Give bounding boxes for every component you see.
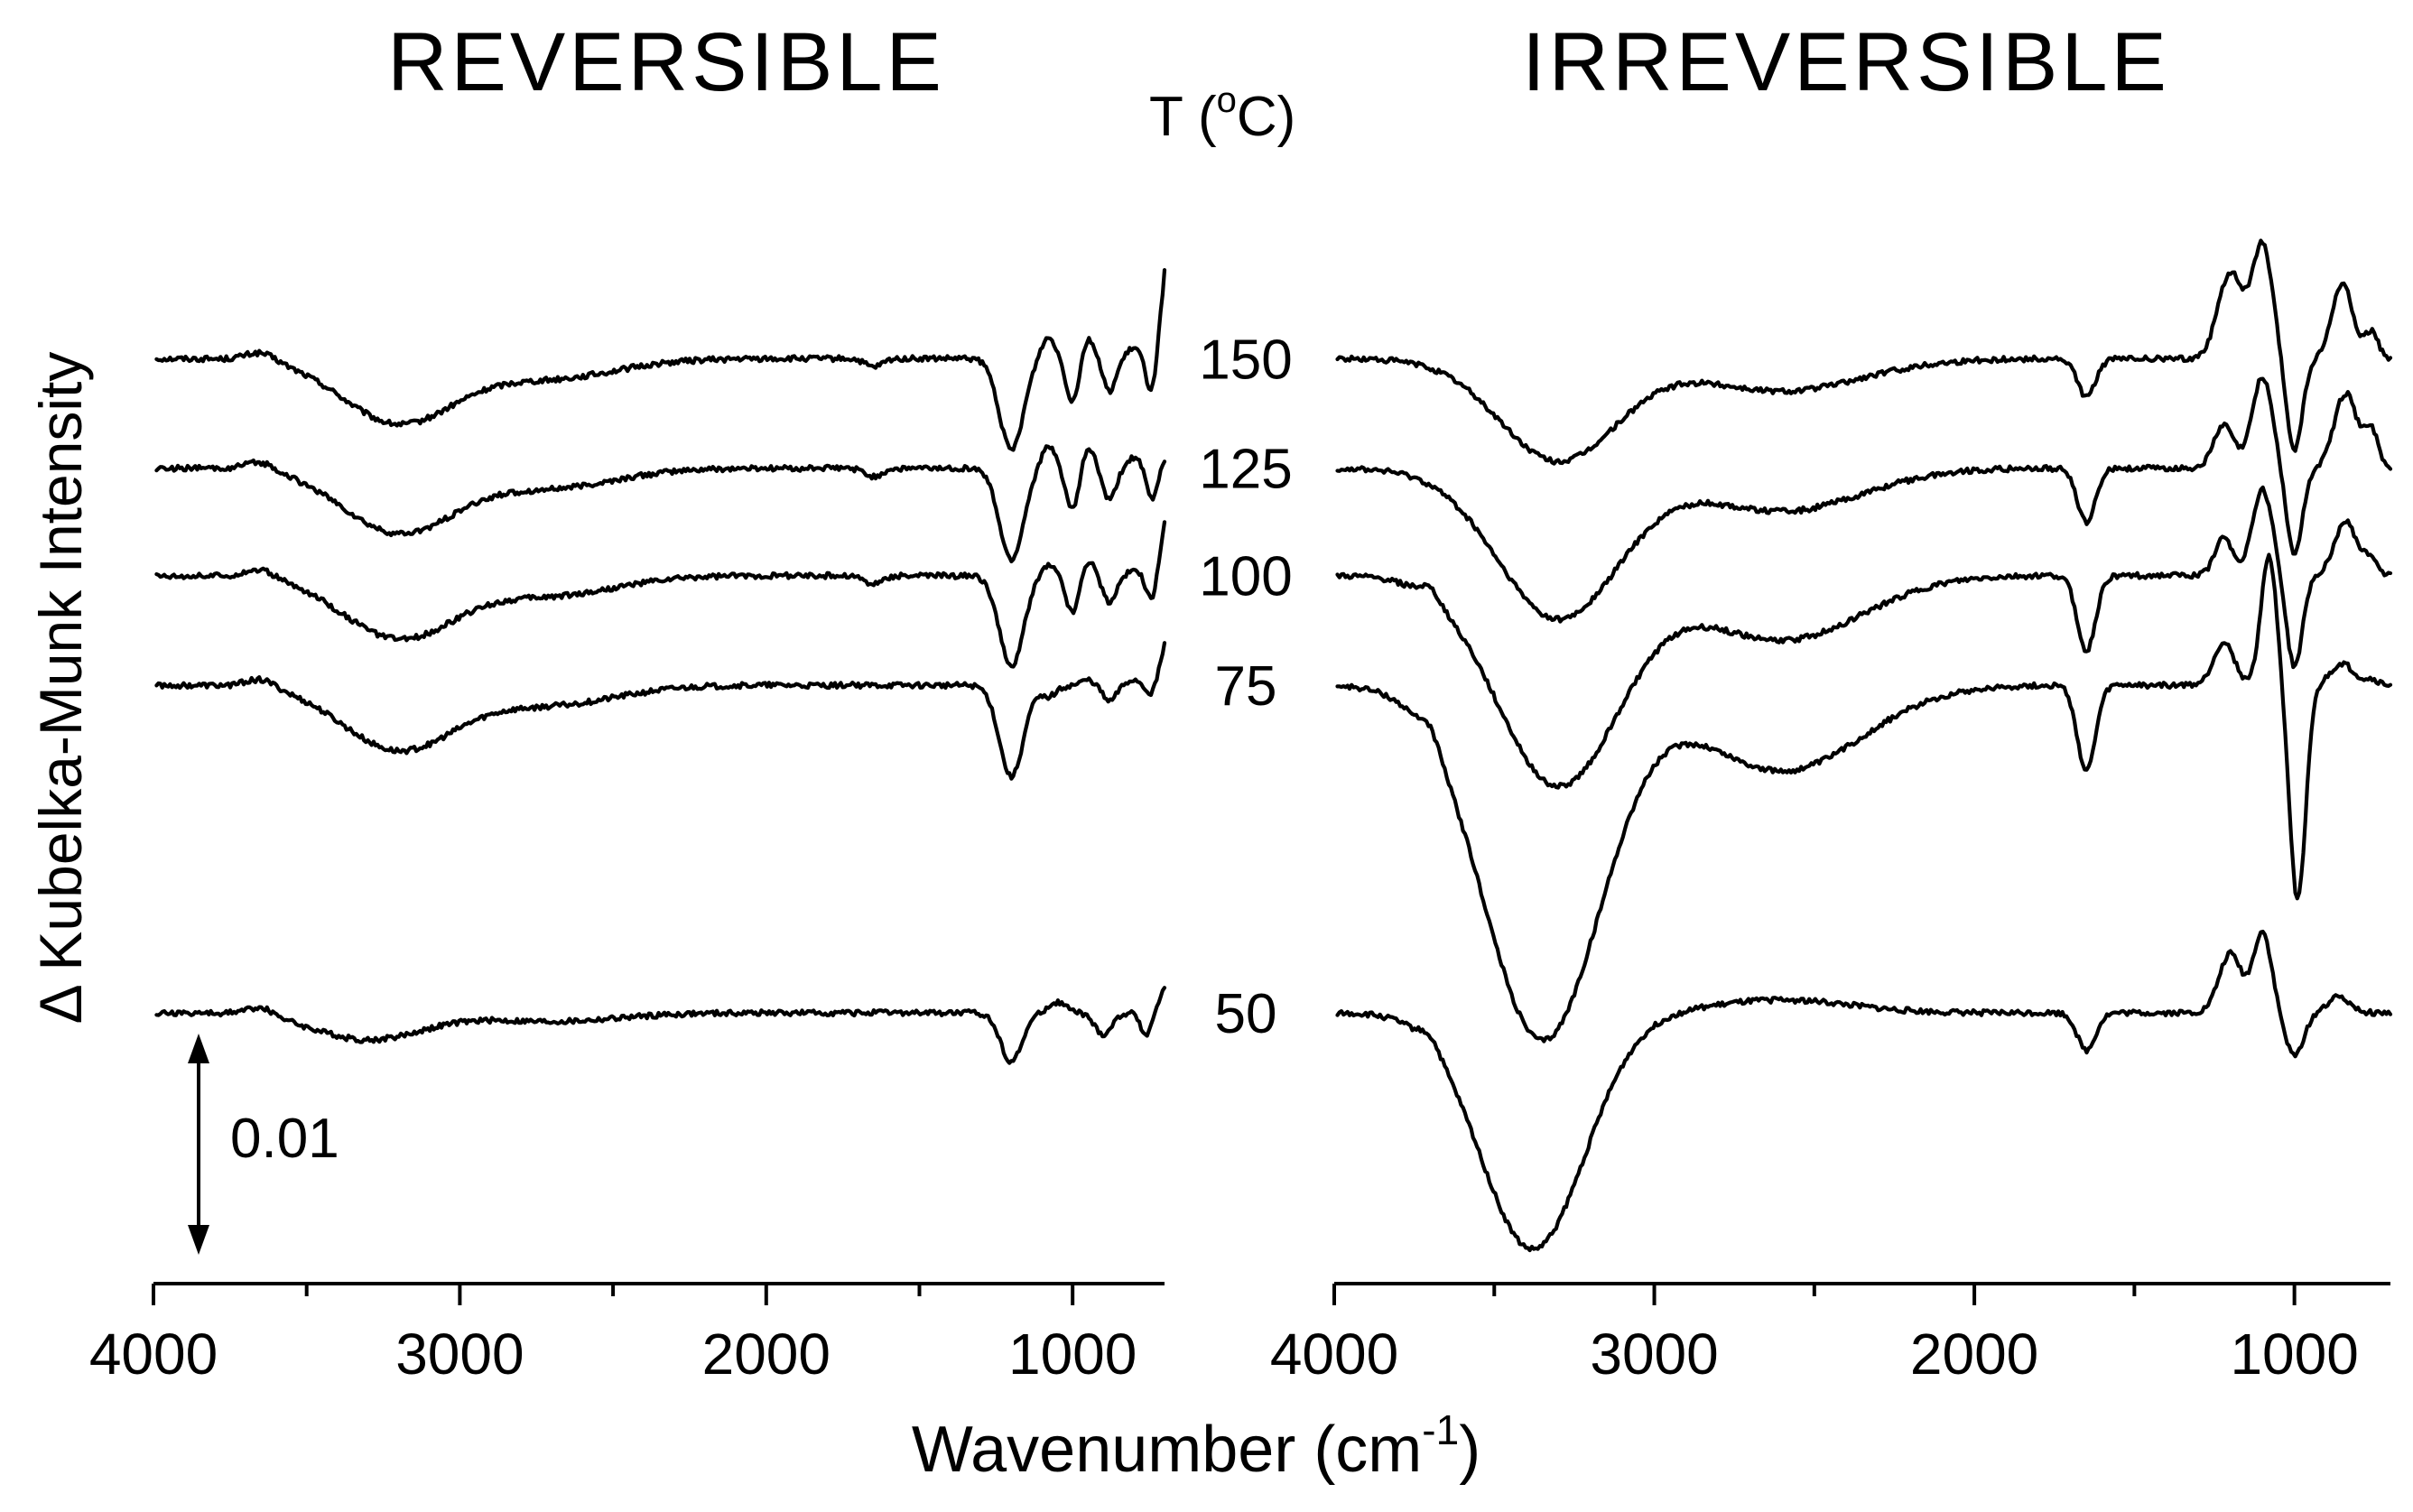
scale-bar-arrow-down bbox=[188, 1225, 209, 1255]
spectrum-irreversible-50 bbox=[1335, 929, 2393, 1253]
spectrum-reversible-150 bbox=[154, 268, 1167, 452]
left-panel: 4000 3000 2000 1000 150 125 100 75 50 bbox=[89, 268, 1293, 1387]
x-tick-label: 3000 bbox=[1590, 1322, 1718, 1387]
temperature-label-100: 100 bbox=[1199, 546, 1292, 608]
x-axis-label: Wavenumber (cm-1) bbox=[912, 1406, 1480, 1486]
scale-bar: 0.01 bbox=[188, 1034, 339, 1255]
scale-bar-label: 0.01 bbox=[230, 1108, 339, 1170]
spectrum-irreversible-100 bbox=[1335, 485, 2393, 790]
scale-bar-arrow-up bbox=[188, 1034, 209, 1063]
temperature-label-125: 125 bbox=[1199, 439, 1292, 501]
left-panel-title: REVERSIBLE bbox=[387, 16, 945, 108]
spectrum-reversible-50 bbox=[154, 986, 1167, 1065]
spectrum-irreversible-150 bbox=[1335, 238, 2393, 466]
temperature-label-75: 75 bbox=[1215, 655, 1277, 718]
spectrum-irreversible-75 bbox=[1335, 552, 2393, 1044]
x-tick-label: 2000 bbox=[702, 1322, 831, 1387]
right-panel: 4000 3000 2000 1000 bbox=[1270, 238, 2393, 1387]
x-tick-label: 1000 bbox=[2230, 1322, 2358, 1387]
x-tick-label: 1000 bbox=[1008, 1322, 1137, 1387]
y-axis-label: Δ Kubelka-Munk Intensity bbox=[27, 352, 94, 1025]
spectrum-reversible-75 bbox=[154, 641, 1167, 781]
x-tick-label: 4000 bbox=[89, 1322, 218, 1387]
x-tick-label: 3000 bbox=[395, 1322, 524, 1387]
x-tick-label: 2000 bbox=[1910, 1322, 2038, 1387]
temperature-label-50: 50 bbox=[1215, 983, 1277, 1045]
spectrum-irreversible-125 bbox=[1335, 376, 2393, 624]
temperature-legend-title: T (oC) bbox=[1149, 80, 1295, 148]
x-tick-label: 4000 bbox=[1270, 1322, 1398, 1387]
right-panel-title: IRREVERSIBLE bbox=[1522, 16, 2170, 108]
spectrum-reversible-100 bbox=[154, 520, 1167, 669]
spectrum-reversible-125 bbox=[154, 444, 1167, 564]
temperature-label-150: 150 bbox=[1199, 329, 1292, 391]
